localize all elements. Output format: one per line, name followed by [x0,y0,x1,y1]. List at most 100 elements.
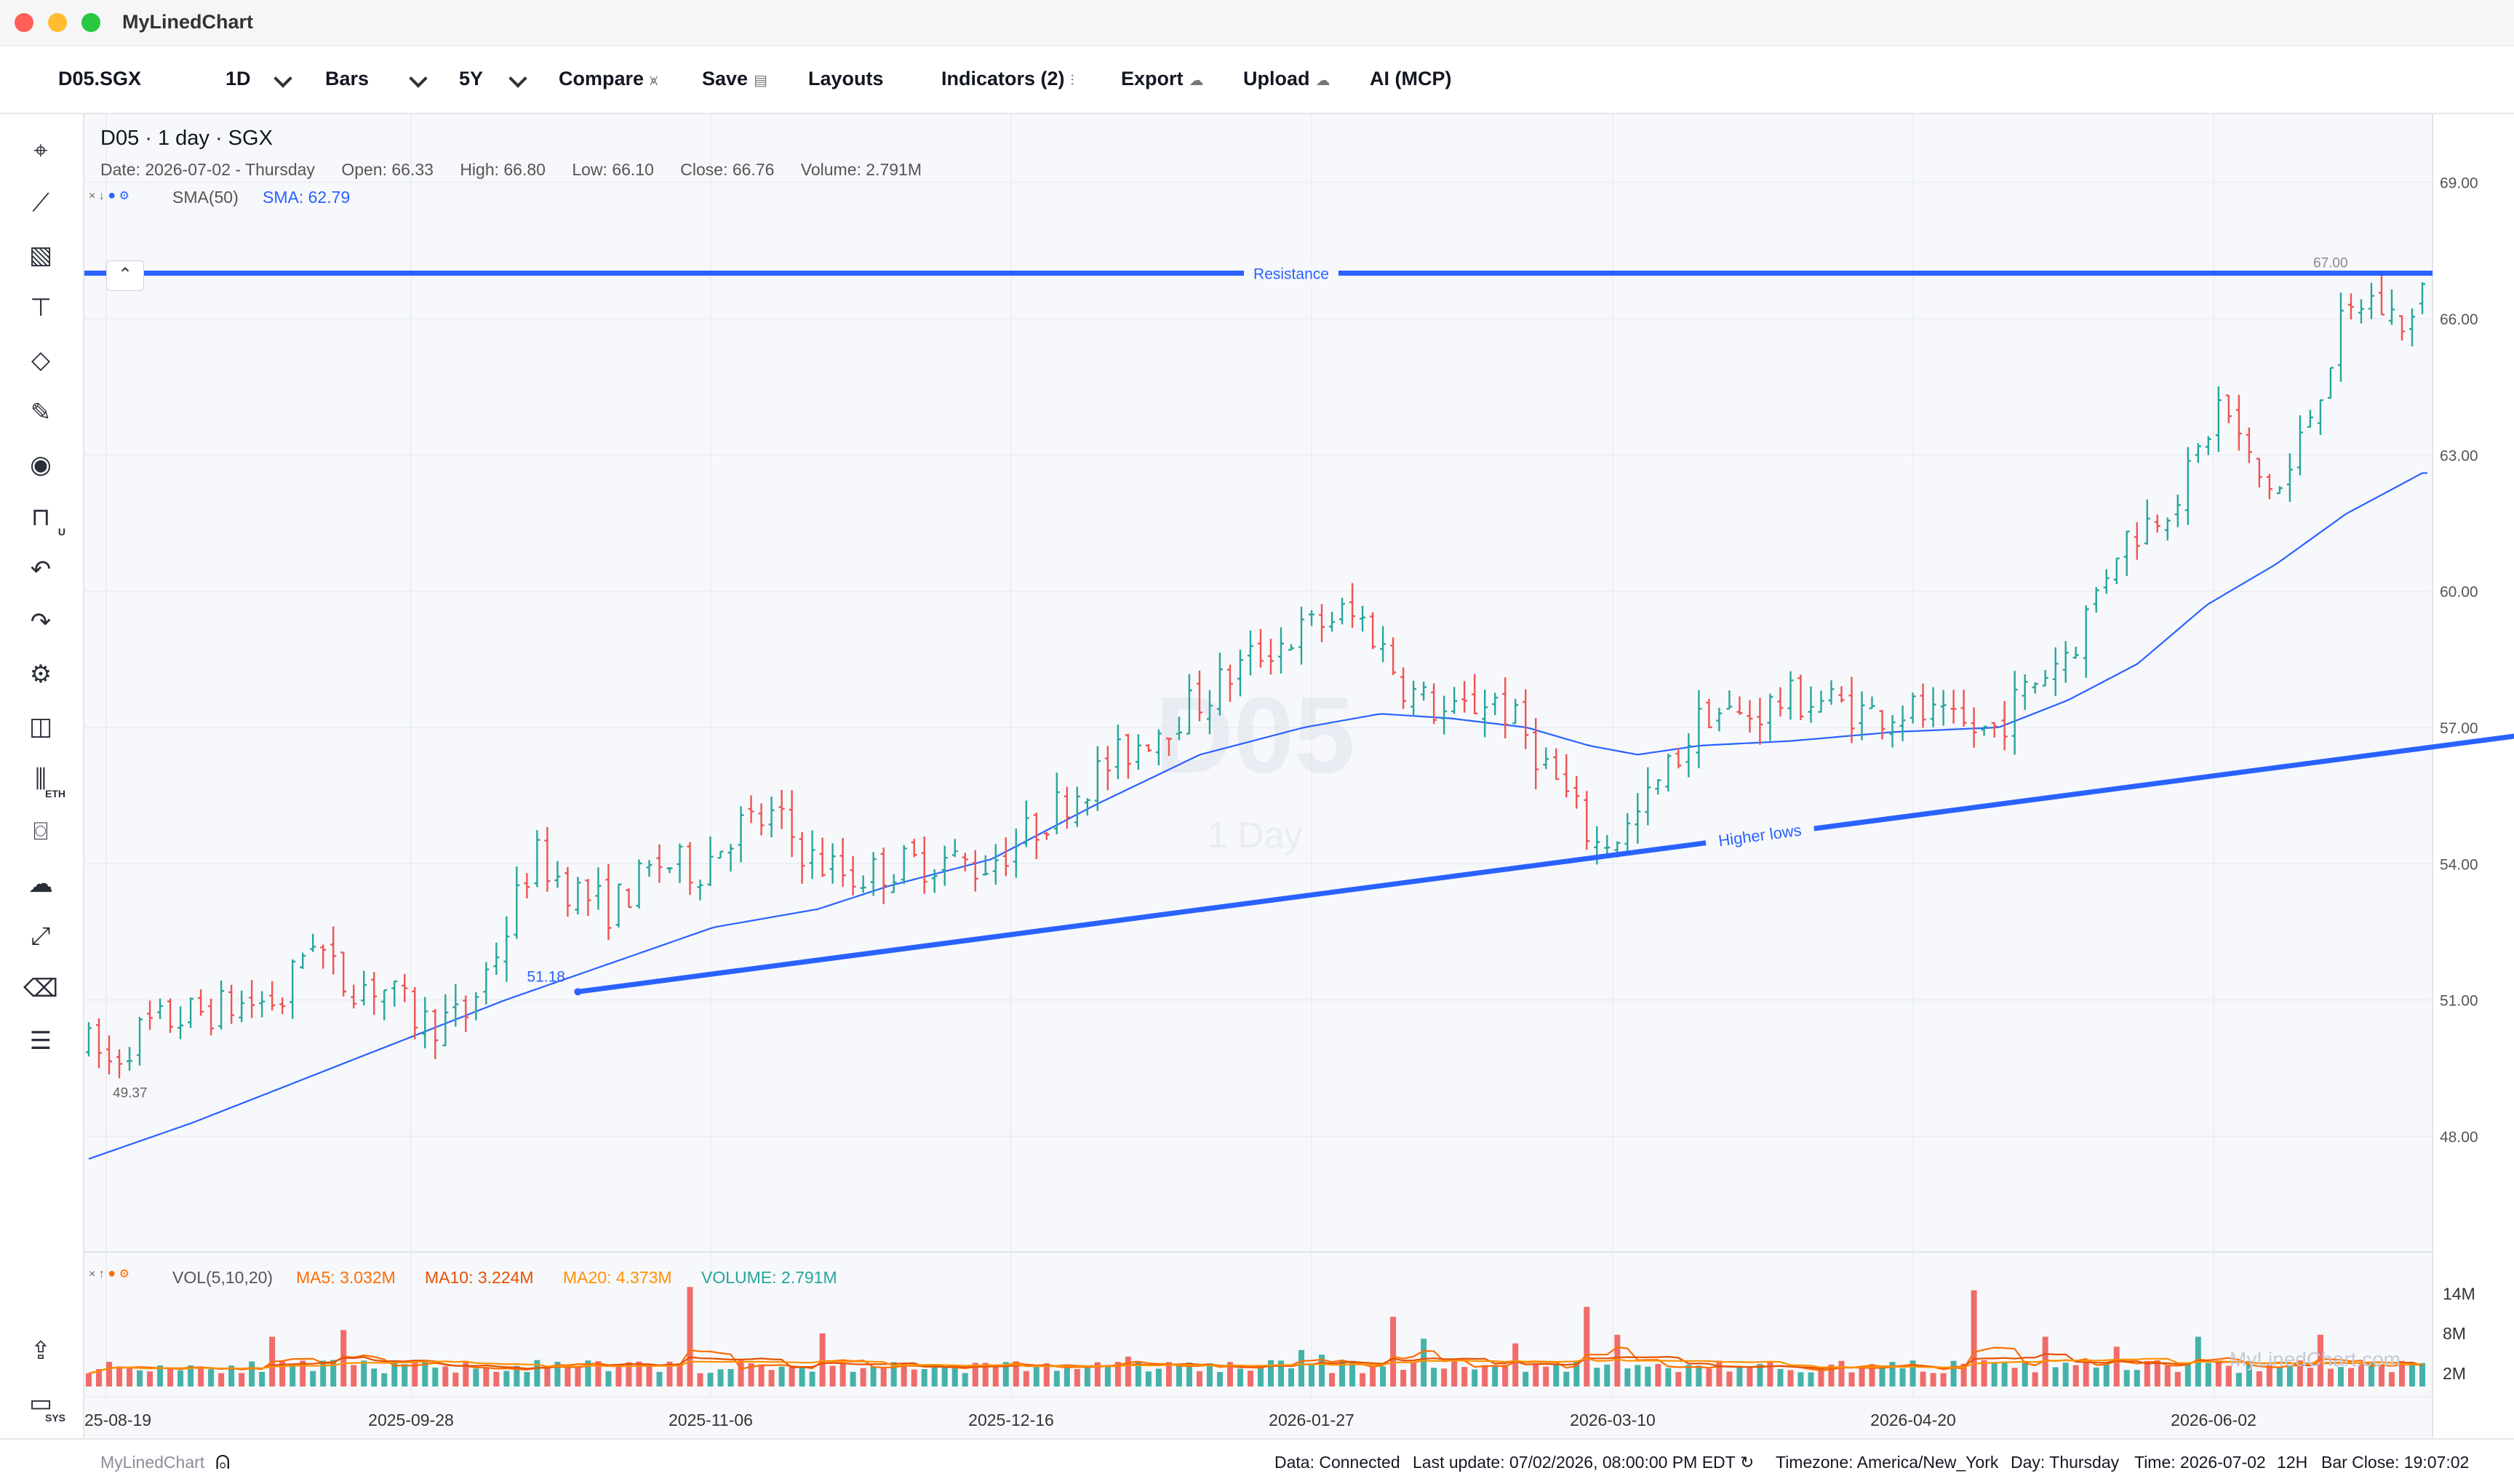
layouts-button[interactable]: Layouts [808,68,884,89]
ohlc-bar [2022,674,2028,710]
close-window-icon[interactable] [15,13,33,32]
ohlc-bar [1950,690,1957,724]
system-icon[interactable]: ▭ SYS [28,1389,65,1424]
sliders-icon[interactable]: ☰ [29,1027,52,1055]
ohlc-bar [544,826,551,892]
volume-bar [1094,1362,1101,1387]
user-icon[interactable]: ⍝ [215,1447,231,1475]
ohlc-bar [1339,597,1346,625]
refresh-icon[interactable]: ↻ [1740,1453,1755,1472]
indicators-button[interactable]: Indicators (2) ⫶ [941,68,1074,90]
volume-bar [1502,1364,1509,1387]
volume-bar [1614,1334,1621,1387]
camera-icon[interactable]: ⌼ [33,817,49,845]
sma-settings-icon[interactable]: ⚙ [119,190,129,202]
volume-bar [2083,1363,2089,1387]
clock-format[interactable]: 12H [2277,1453,2308,1472]
ai-mcp-button[interactable]: AI (MCP) [1370,68,1452,89]
price-axis[interactable]: 48.00 51.00 54.00 57.00 60.00 63.00 66.00 69.00 [2440,175,2478,1146]
chart-type-button[interactable]: Bars [325,68,370,89]
pencil-icon[interactable]: ✎ [30,399,52,426]
volume-bar [1186,1363,1192,1387]
volume-bar [687,1287,693,1387]
volume-bar [2347,1368,2354,1387]
ohlc-bar [839,837,846,887]
volume-bar [1390,1317,1397,1387]
upload-button[interactable]: Upload ☁ [1243,68,1330,90]
export-button[interactable]: Export ☁ [1121,68,1204,90]
redo-icon[interactable]: ↷ [30,608,52,636]
text-icon[interactable]: ⊤ [30,294,52,322]
volume-bar [1910,1360,1916,1387]
compare-panes-icon[interactable]: ◫ [28,713,53,741]
volume-bar [1512,1343,1519,1387]
sma-legend-controls[interactable]: × ↓ ● ⚙ [89,188,129,202]
volume-bar [1339,1360,1346,1387]
ohlc-bar [1930,687,1936,727]
maximize-window-icon[interactable] [81,13,100,32]
timezone[interactable]: Timezone: America/New_York [1776,1453,1999,1472]
volume-bar [778,1366,785,1387]
ohlc-bar [330,926,337,975]
volume-bar [1706,1368,1712,1387]
interval-button[interactable]: 1D [226,68,251,89]
settings-icon[interactable]: ⚙ [29,661,52,688]
ohlc-bar [1981,725,1987,736]
volume-legend-controls[interactable]: × ↑ ● ⚙ [89,1266,129,1280]
ohlc-bar [2419,282,2425,314]
shapes-icon[interactable]: ◇ [31,346,51,374]
volume-bar [259,1371,266,1387]
ohlc-bar [850,855,856,895]
lock-icon[interactable]: ⊓ U [31,503,65,538]
ohlc-bar [106,1035,113,1074]
ohlc-bar [1869,696,1875,709]
time-axis[interactable]: 25-08-19 2025-09-28 2025-11-06 2025-12-16 20… [84,1411,2256,1429]
ohlc-bar [1910,693,1916,724]
eth-icon[interactable]: ⫼ ETH [35,765,65,800]
ohlc-bar [1461,681,1468,713]
trash-icon[interactable]: ⌫ [23,975,59,1002]
ohlc-bar [941,845,948,886]
volume-bar [697,1373,703,1387]
ohlc-bar [2358,299,2364,324]
ohlc-bar [1431,683,1437,725]
trendline-icon[interactable]: ⟋ [32,188,49,217]
volume-bar [1828,1364,1835,1387]
share-icon[interactable]: ⇪ [30,1337,52,1365]
volume-bar [1879,1368,1886,1387]
undo-icon[interactable]: ↶ [30,556,52,583]
save-button[interactable]: Save ▤ [702,68,767,90]
volume-bar [1380,1366,1386,1387]
fullscreen-icon[interactable]: ⤢ [31,922,51,950]
compare-button[interactable]: Compare ⩙ [559,68,658,90]
ohlc-bar [1002,837,1009,877]
volume-bar [1573,1361,1580,1387]
range-button[interactable]: 5Y [459,68,484,89]
fib-icon[interactable]: ▧ [28,242,53,269]
x-tick-label: 2025-11-06 [669,1411,753,1429]
volume-bar [2123,1370,2130,1387]
volume-bar [1716,1360,1723,1387]
volume-bar [972,1363,978,1387]
price-bars [86,275,2425,1079]
volume-tick-label: 8M [2443,1324,2466,1343]
ohlc-bar [1960,690,1967,727]
volume-bar [402,1364,408,1387]
crosshair-icon[interactable]: ⌖ [33,136,48,164]
collapse-legend-chevron-up-icon[interactable]: ⌃ [106,260,144,291]
volume-bar [1675,1372,1682,1387]
volume-bar [2052,1367,2059,1387]
volume-bar [320,1360,327,1387]
symbol-button[interactable]: D05.SGX [58,68,142,89]
volume-bar [615,1364,622,1387]
ohlc-bar [1604,834,1611,857]
minimize-window-icon[interactable] [48,13,67,32]
eye-icon[interactable]: ◉ [30,451,52,479]
ohlc-bar [1258,629,1264,668]
volume-settings-icon[interactable]: ⚙ [119,1268,129,1280]
volume-bar [758,1364,765,1387]
cloud-icon[interactable]: ☁ [28,870,53,898]
volume-bar [789,1367,795,1387]
volume-bar [2327,1368,2334,1387]
